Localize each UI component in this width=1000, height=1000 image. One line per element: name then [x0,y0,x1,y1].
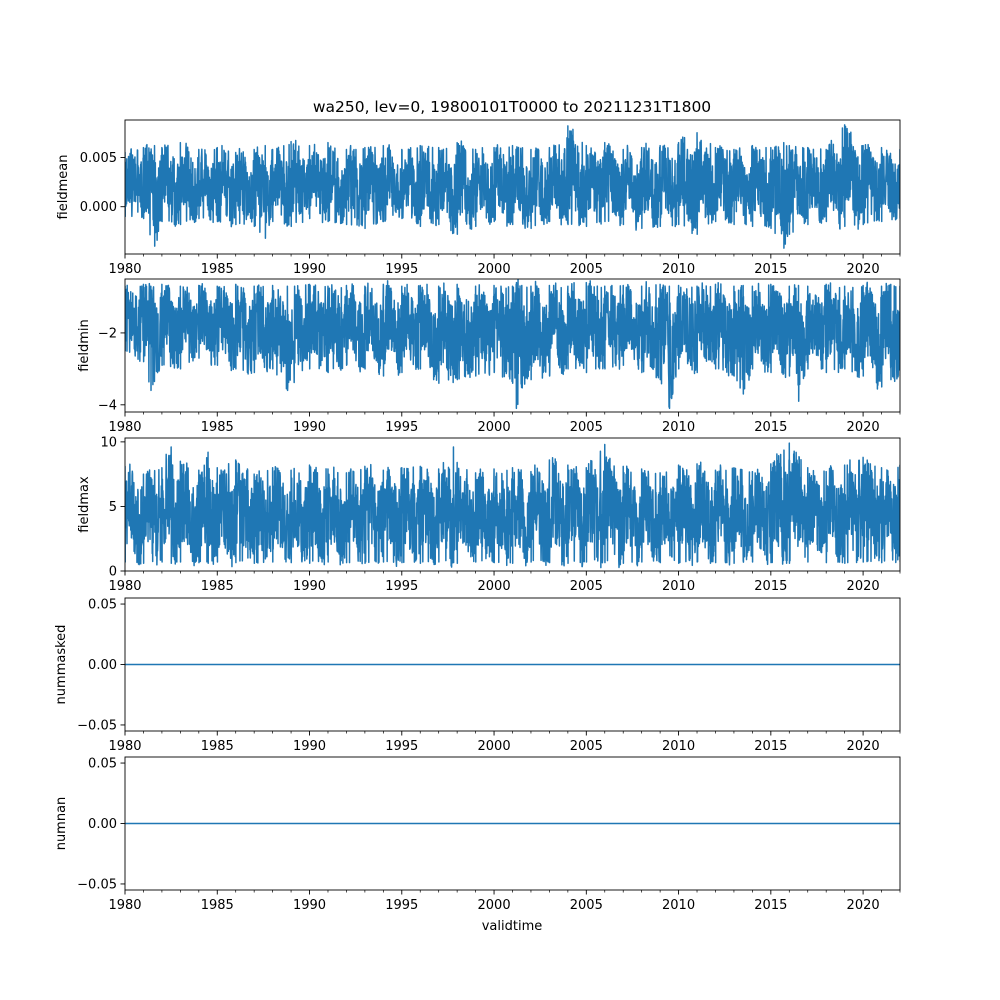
series-line [125,442,900,569]
x-tick-label: 1980 [108,898,141,913]
y-axis-label: nummasked [54,625,69,705]
y-tick-label: 0.00 [88,658,117,673]
y-tick-label: 10 [100,435,117,450]
x-tick-label: 2005 [570,739,603,754]
x-tick-label: 1980 [108,262,141,277]
x-tick-label: 2015 [754,739,787,754]
y-tick-label: −0.05 [77,877,117,892]
x-tick-label: 1990 [293,262,326,277]
y-tick-label: −4 [98,398,117,413]
y-tick-label: 5 [109,500,117,515]
x-tick-label: 1980 [108,579,141,594]
y-tick-label: −0.05 [77,718,117,733]
x-tick-label: 2010 [662,262,695,277]
series-line [125,279,900,410]
x-tick-label: 2005 [570,420,603,435]
x-tick-label: 2005 [570,898,603,913]
y-axis-label: fieldmean [56,155,71,220]
y-tick-label: −2 [98,326,117,341]
x-tick-label: 1985 [201,739,234,754]
x-tick-label: 1990 [293,898,326,913]
y-tick-label: 0.05 [88,598,117,613]
x-tick-label: 2020 [847,420,880,435]
series-fieldmax [125,442,900,569]
x-tick-label: 1980 [108,420,141,435]
x-tick-label: 1995 [385,262,418,277]
figure-title: wa250, lev=0, 19800101T0000 to 20211231T… [313,98,711,116]
series-line [125,124,900,249]
y-tick-label: 0.000 [80,200,117,215]
x-tick-label: 2015 [754,262,787,277]
x-tick-label: 2020 [847,739,880,754]
x-tick-label: 1995 [385,739,418,754]
x-tick-label: 1985 [201,420,234,435]
x-tick-label: 2000 [478,739,511,754]
x-tick-label: 2020 [847,898,880,913]
y-tick-label: 0.05 [88,757,117,772]
subplot-fieldmax: 1980 1985 1990 1995 2000 2005 2010 2015 2020 0 5 10… [77,435,901,594]
x-tick-label: 2010 [662,420,695,435]
x-tick-label: 2010 [662,739,695,754]
y-tick-label: 0 [109,565,117,580]
x-tick-label: 2020 [847,579,880,594]
x-tick-label: 2020 [847,262,880,277]
x-tick-label: 1995 [385,898,418,913]
x-tick-label: 1995 [385,579,418,594]
x-tick-label: 2000 [478,898,511,913]
y-axis-label: fieldmin [77,319,92,372]
x-tick-label: 2005 [570,262,603,277]
x-tick-label: 1985 [201,898,234,913]
x-tick-label: 1980 [108,739,141,754]
y-tick-label: 0.00 [88,817,117,832]
x-tick-label: 1990 [293,579,326,594]
x-tick-label: 2010 [662,898,695,913]
subplot-fieldmin: 1980 1985 1990 1995 2000 2005 2010 2015 2020 −4 −2… [77,278,901,435]
x-tick-label: 2015 [754,420,787,435]
subplot-nummasked: 1980 1985 1990 1995 2000 2005 2010 2015 2020 −0.0… [54,598,901,754]
y-axis-label: fieldmax [77,476,92,533]
x-tick-label: 1985 [201,579,234,594]
series-fieldmin [125,279,900,410]
x-tick-label: 2015 [754,579,787,594]
x-tick-label: 2000 [478,420,511,435]
x-tick-label: 1990 [293,739,326,754]
x-axis-label: validtime [482,919,543,934]
x-tick-label: 2015 [754,898,787,913]
x-tick-label: 2005 [570,579,603,594]
x-tick-label: 1990 [293,420,326,435]
x-tick-label: 2010 [662,579,695,594]
x-tick-label: 1985 [201,262,234,277]
x-tick-label: 1995 [385,420,418,435]
y-axis-label: numnan [54,797,69,851]
subplots: 1980 1985 1990 1995 2000 2005 2010 2015 2020 0.00… [54,119,901,913]
y-tick-label: 0.005 [80,151,117,166]
series-fieldmean [125,124,900,249]
subplot-fieldmean: 1980 1985 1990 1995 2000 2005 2010 2015 2020 0.00… [56,119,901,277]
subplot-numnan: 1980 1985 1990 1995 2000 2005 2010 2015 2020 −0.0… [54,757,901,913]
x-tick-label: 2000 [478,262,511,277]
x-tick-label: 2000 [478,579,511,594]
